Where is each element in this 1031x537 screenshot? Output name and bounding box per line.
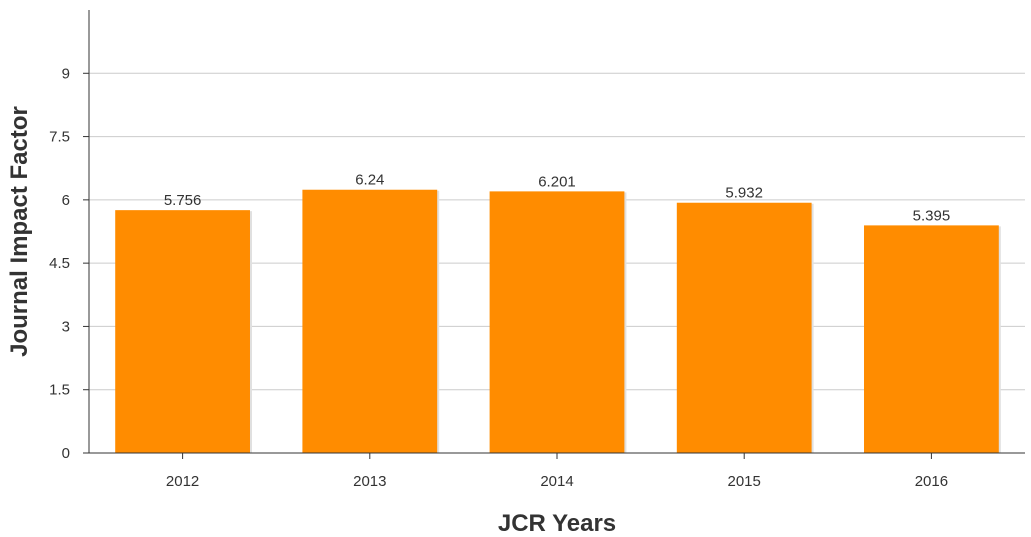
bar[interactable] bbox=[115, 210, 250, 453]
bar-value-label: 6.201 bbox=[538, 173, 576, 190]
bar[interactable] bbox=[864, 225, 999, 453]
x-axis-ticks: 2012 2013 2014 2015 2016 bbox=[166, 453, 948, 490]
y-axis-title: Journal Impact Factor bbox=[6, 106, 33, 357]
bars bbox=[115, 189, 1001, 453]
bar-value-label: 6.24 bbox=[355, 172, 384, 189]
bar-value-label: 5.932 bbox=[725, 185, 763, 202]
x-axis-title: JCR Years bbox=[498, 510, 616, 537]
x-tick-label: 2015 bbox=[728, 473, 761, 490]
y-tick-label: 0 bbox=[62, 445, 70, 462]
x-tick-label: 2013 bbox=[353, 473, 386, 490]
y-tick-label: 9 bbox=[62, 65, 70, 82]
y-tick-label: 4.5 bbox=[49, 255, 70, 272]
y-tick-label: 6 bbox=[62, 192, 70, 209]
x-tick-label: 2016 bbox=[915, 473, 948, 490]
bar-value-label: 5.395 bbox=[913, 207, 951, 224]
x-tick-label: 2012 bbox=[166, 473, 199, 490]
bar-value-labels: 5.756 6.24 6.201 5.932 5.395 bbox=[164, 172, 950, 225]
y-tick-label: 7.5 bbox=[49, 129, 70, 146]
x-tick-label: 2014 bbox=[540, 473, 573, 490]
bar[interactable] bbox=[489, 191, 625, 453]
bar[interactable] bbox=[676, 202, 812, 453]
bar[interactable] bbox=[302, 189, 438, 453]
y-tick-label: 3 bbox=[62, 318, 70, 335]
y-axis-ticks: 0 1.5 3 4.5 6 7.5 9 bbox=[49, 65, 89, 462]
bar-value-label: 5.756 bbox=[164, 192, 202, 209]
y-tick-label: 1.5 bbox=[49, 382, 70, 399]
